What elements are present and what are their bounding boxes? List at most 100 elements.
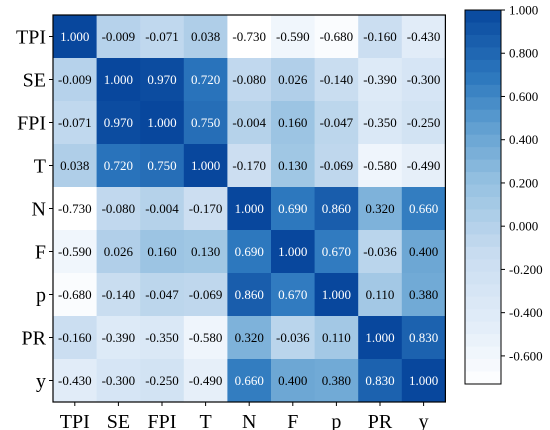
cell-value-label: -0.080: [102, 201, 136, 216]
colorbar-step: [465, 109, 501, 123]
heatmap-cell-FPI-p: [314, 101, 359, 145]
colorbar-step: [465, 246, 501, 260]
col-label-p: p: [331, 411, 341, 430]
colorbar-step: [465, 159, 501, 173]
heatmap-cell-F-PR: [358, 230, 403, 274]
cell-value-label: 1.000: [235, 201, 264, 216]
col-label-TPI: TPI: [60, 411, 90, 430]
cell-value-label: 0.970: [147, 72, 176, 87]
cell-value-label: -0.490: [189, 373, 223, 388]
cell-value-label: 1.000: [191, 158, 220, 173]
cell-value-label: -0.250: [407, 115, 441, 130]
colorbar-step: [465, 10, 501, 24]
heatmap-cells: 1.000 -0.009 -0.071 0.038 -0.730 -0.590 -0.680…: [53, 15, 446, 403]
cell-value-label: -0.170: [232, 158, 266, 173]
heatmap-cell-F-FPI: [140, 230, 185, 274]
cell-value-label: -0.590: [276, 29, 310, 44]
cell-value-label: 0.830: [409, 330, 438, 345]
heatmap-cell-p-N: [227, 273, 272, 317]
colorbar-step: [465, 172, 501, 186]
colorbar-tick-label: -0.400: [509, 305, 543, 320]
heatmap-cell-p-SE: [96, 273, 141, 317]
heatmap-cell-F-y: [401, 230, 446, 274]
cell-value-label: -0.680: [58, 287, 92, 302]
colorbar-step: [465, 197, 501, 211]
heatmap-cell-PR-y: [401, 316, 446, 360]
heatmap-cell-y-p: [314, 359, 359, 403]
colorbar-step: [465, 346, 501, 360]
cell-value-label: 1.000: [147, 115, 176, 130]
heatmap-cell-N-p: [314, 187, 359, 231]
cell-value-label: 0.750: [147, 158, 176, 173]
cell-value-label: 0.160: [278, 115, 307, 130]
cell-value-label: 0.670: [278, 287, 307, 302]
cell-value-label: -0.004: [145, 201, 179, 216]
cell-value-label: 0.690: [235, 244, 264, 259]
heatmap-cell-SE-F: [271, 58, 316, 102]
cell-value-label: 0.320: [235, 330, 264, 345]
heatmap-cell-PR-p: [314, 316, 359, 360]
heatmap-cell-T-TPI: [53, 144, 98, 188]
cell-value-label: -0.250: [145, 373, 179, 388]
heatmap-cell-FPI-TPI: [53, 101, 98, 145]
heatmap-cell-TPI-TPI: [53, 15, 98, 59]
heatmap-cell-T-y: [401, 144, 446, 188]
colorbar-step: [465, 271, 501, 285]
cell-value-label: -0.170: [189, 201, 223, 216]
col-label-PR: PR: [368, 411, 393, 430]
cell-value-label: -0.580: [363, 158, 397, 173]
heatmap-cell-FPI-PR: [358, 101, 403, 145]
heatmap-cell-PR-SE: [96, 316, 141, 360]
colorbar-tick-label: 0.000: [509, 219, 538, 234]
cell-value-label: -0.300: [407, 72, 441, 87]
heatmap-cell-F-p: [314, 230, 359, 274]
heatmap-cell-N-PR: [358, 187, 403, 231]
heatmap-cell-SE-FPI: [140, 58, 185, 102]
cell-value-label: -0.071: [58, 115, 92, 130]
heatmap-cell-TPI-y: [401, 15, 446, 59]
cell-value-label: 0.380: [322, 373, 351, 388]
heatmap-cell-TPI-T: [183, 15, 228, 59]
heatmap-cell-SE-T: [183, 58, 228, 102]
heatmap-cell-FPI-SE: [96, 101, 141, 145]
heatmap-cell-SE-y: [401, 58, 446, 102]
cell-value-label: 0.038: [191, 29, 220, 44]
cell-value-label: 0.690: [278, 201, 307, 216]
heatmap-cell-T-T: [183, 144, 228, 188]
colorbar-step: [465, 334, 501, 348]
heatmap-cell-F-N: [227, 230, 272, 274]
heatmap-cell-y-TPI: [53, 359, 98, 403]
heatmap-cell-PR-N: [227, 316, 272, 360]
colorbar-step: [465, 147, 501, 161]
heatmap-cell-F-TPI: [53, 230, 98, 274]
heatmap-cell-N-T: [183, 187, 228, 231]
cell-value-label: -0.390: [102, 330, 136, 345]
heatmap-cell-p-PR: [358, 273, 403, 317]
cell-value-label: -0.080: [232, 72, 266, 87]
heatmap-cell-y-y: [401, 359, 446, 403]
heatmap-cell-p-FPI: [140, 273, 185, 317]
colorbar-tick-label: -0.600: [509, 348, 543, 363]
heatmap-cell-N-FPI: [140, 187, 185, 231]
cell-value-label: 0.400: [409, 244, 438, 259]
colorbar-step: [465, 259, 501, 273]
cell-value-label: -0.047: [145, 287, 179, 302]
cell-value-label: 1.000: [409, 373, 438, 388]
heatmap-cell-F-F: [271, 230, 316, 274]
colorbar-step: [465, 296, 501, 310]
cell-value-label: -0.160: [58, 330, 92, 345]
cell-value-label: 1.000: [365, 330, 394, 345]
cell-value-label: 0.750: [191, 115, 220, 130]
heatmap-cell-p-TPI: [53, 273, 98, 317]
heatmap-cell-FPI-y: [401, 101, 446, 145]
cell-value-label: -0.036: [363, 244, 397, 259]
colorbar-step: [465, 221, 501, 235]
cell-value-label: 0.860: [322, 201, 351, 216]
colorbar-tick-label: 0.800: [509, 46, 538, 61]
cell-value-label: 0.110: [366, 287, 395, 302]
colorbar-step: [465, 22, 501, 36]
colorbar-step: [465, 72, 501, 86]
cell-value-label: -0.009: [102, 29, 136, 44]
row-label-SE: SE: [23, 70, 46, 92]
colorbar-step: [465, 47, 501, 61]
